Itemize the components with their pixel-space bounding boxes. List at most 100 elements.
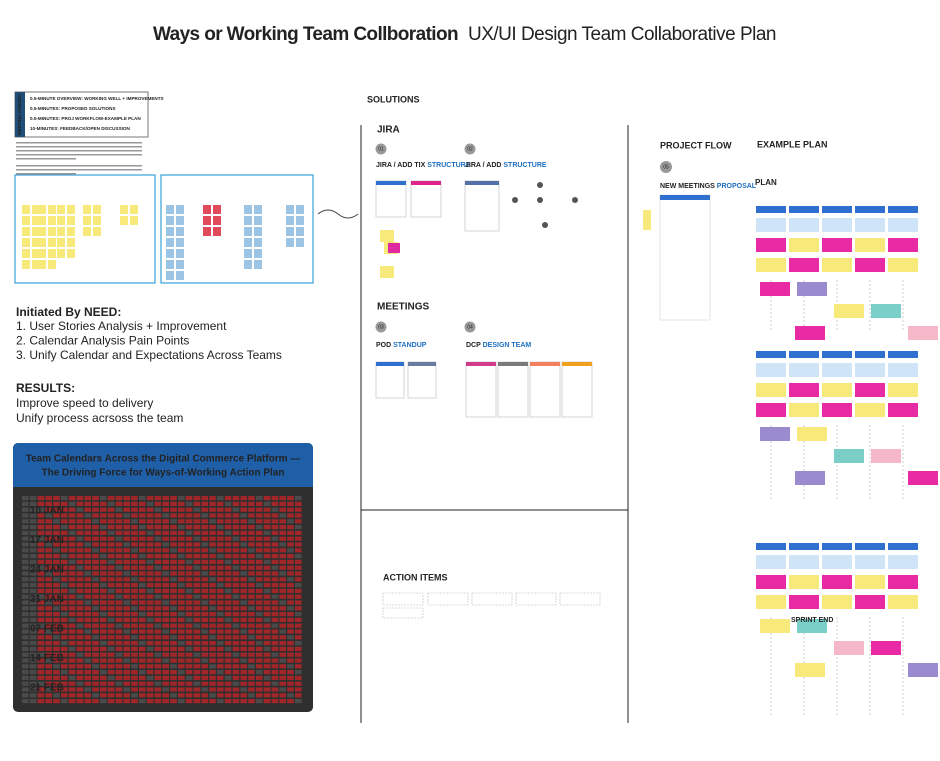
calendar-cell [193, 588, 201, 593]
calendar-cell [100, 559, 107, 564]
calendar-cell [115, 548, 123, 553]
calendar-cell [295, 641, 302, 646]
calendar-cell [193, 554, 201, 559]
calendar-cell [76, 496, 84, 501]
calendar-cell [240, 588, 247, 593]
calendar-cell [131, 548, 138, 553]
calendar-cell [271, 658, 279, 663]
plan-heading: PLAN [755, 178, 777, 187]
calendar-cell [224, 693, 232, 698]
card-prefix: DCP [466, 342, 483, 349]
calendar-cell [92, 652, 99, 657]
calendar-cell [146, 693, 154, 698]
proposal-accent: PROPOSAL [717, 183, 757, 190]
calendar-cell [68, 513, 76, 518]
calendar-cell [248, 513, 255, 518]
calendar-cell [263, 664, 271, 669]
calendar-cell [29, 629, 37, 634]
calendar-cell [92, 646, 99, 651]
calendar-cell [295, 507, 302, 512]
calendar-cell [279, 554, 286, 559]
calendar-cell [193, 507, 201, 512]
calendar-cell [240, 501, 247, 506]
calendar-cell [193, 530, 201, 535]
calendar-cell [154, 513, 162, 518]
calendar-cell [37, 670, 45, 675]
calendar-cell [154, 542, 162, 547]
calendar-cell [53, 635, 60, 640]
calendar-cell [209, 617, 216, 622]
calendar-cell [271, 623, 279, 628]
calendar-cell [256, 530, 263, 535]
calendar-cell [209, 554, 216, 559]
calendar-cell [287, 583, 294, 588]
calendar-cell [84, 513, 91, 518]
calendar-cell [162, 554, 169, 559]
calendar-cell [224, 658, 232, 663]
calendar-cell [263, 530, 271, 535]
calendar-cell [232, 519, 240, 524]
calendar-cell [240, 530, 247, 535]
day-header [888, 351, 918, 358]
calendar-cell [185, 664, 193, 669]
calendar-cell [45, 612, 52, 617]
calendar-cell [84, 664, 91, 669]
calendar-cell [68, 635, 76, 640]
calendar-cell [84, 542, 91, 547]
calendar-cell [139, 583, 146, 588]
calendar-cell [263, 681, 271, 686]
calendar-cell [224, 623, 232, 628]
calendar-cell [224, 612, 232, 617]
calendar-cell [131, 652, 138, 657]
calendar-cell [224, 606, 232, 611]
calendar-cell [29, 641, 37, 646]
calendar-cell [154, 588, 162, 593]
calendar-cell [185, 606, 193, 611]
calendar-cell [209, 612, 216, 617]
calendar-cell [68, 542, 76, 547]
calendar-cell [100, 519, 107, 524]
sticky-note [22, 216, 30, 225]
calendar-cell [217, 588, 224, 593]
calendar-cell [61, 646, 68, 651]
calendar-cell [76, 571, 84, 576]
calendar-cell [45, 577, 52, 582]
calendar-cell [131, 513, 138, 518]
calendar-cell [279, 548, 286, 553]
sticky-note [67, 249, 75, 258]
calendar-cell [107, 681, 115, 686]
calendar-cell [100, 525, 107, 530]
calendar-cell [154, 687, 162, 692]
calendar-cell [139, 594, 146, 599]
calendar-cell [139, 629, 146, 634]
sticky-note [130, 205, 138, 214]
calendar-cell [29, 600, 37, 605]
calendar-cell [45, 496, 52, 501]
calendar-cell [154, 635, 162, 640]
calendar-cell [185, 623, 193, 628]
calendar-cell [22, 612, 29, 617]
calendar-cell [232, 623, 240, 628]
calendar-cell [84, 501, 91, 506]
calendar-cell [224, 571, 232, 576]
week-label: 17 JAN [30, 535, 64, 546]
meeting-note [795, 663, 825, 677]
calendar-cell [61, 554, 68, 559]
calendar-cell [22, 629, 29, 634]
calendar-cell [92, 612, 99, 617]
calendar-cell [100, 536, 107, 541]
calendar-cell [107, 629, 115, 634]
calendar-cell [224, 554, 232, 559]
calendar-cell [162, 571, 169, 576]
calendar-cell [146, 565, 154, 570]
sticky-note [120, 216, 128, 225]
plan-slot [888, 575, 918, 589]
calendar-cell [61, 501, 68, 506]
calendar-cell [115, 670, 123, 675]
mini-card-head [465, 181, 499, 185]
example-plan-heading: EXAMPLE PLAN [757, 139, 828, 149]
calendar-cell [201, 496, 208, 501]
calendar-cell [115, 501, 123, 506]
calendar-cell [248, 629, 255, 634]
text-line [16, 158, 76, 160]
